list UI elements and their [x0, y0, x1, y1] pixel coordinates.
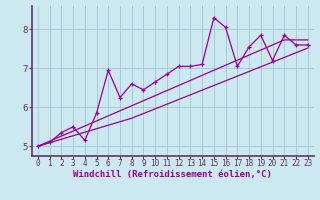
X-axis label: Windchill (Refroidissement éolien,°C): Windchill (Refroidissement éolien,°C) [73, 170, 272, 179]
